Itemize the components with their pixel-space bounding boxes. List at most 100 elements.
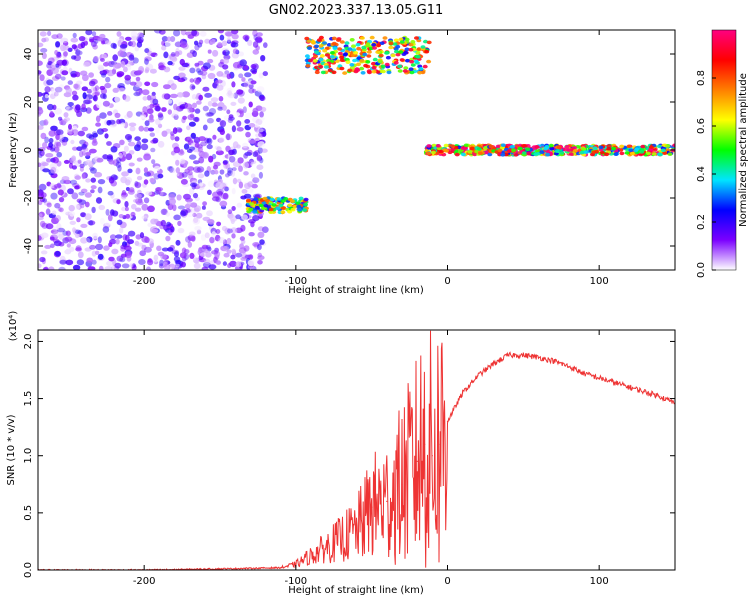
heatmap-cell — [39, 74, 45, 82]
heatmap-cell — [268, 210, 274, 214]
heatmap-cell — [106, 141, 112, 146]
heatmap-cell — [60, 44, 67, 52]
heatmap-cell — [258, 131, 265, 138]
heatmap-cell — [79, 163, 85, 169]
heatmap-cell — [46, 116, 51, 122]
heatmap-cell — [98, 66, 105, 71]
heatmap-cell — [45, 208, 51, 215]
heatmap-cell — [193, 166, 201, 173]
heatmap-cell — [53, 91, 59, 97]
heatmap-cell — [48, 137, 54, 144]
heatmap-cell — [165, 128, 172, 134]
heatmap-cell — [172, 204, 177, 212]
snr-point — [295, 563, 297, 565]
heatmap-cell — [252, 49, 260, 55]
heatmap-cell — [38, 42, 44, 48]
heatmap-cell — [521, 144, 527, 148]
heatmap-cell — [226, 237, 232, 245]
heatmap-cell — [202, 105, 209, 112]
snr-point — [659, 395, 661, 397]
heatmap-cell — [257, 147, 263, 154]
heatmap-cell — [509, 144, 515, 149]
heatmap-cell — [408, 47, 414, 52]
heatmap-cell — [85, 30, 93, 36]
heatmap-cell — [331, 36, 337, 41]
heatmap-cell — [175, 167, 180, 174]
heatmap-cell — [56, 223, 62, 230]
heatmap-cell — [82, 71, 87, 78]
heatmap-cell — [153, 173, 160, 180]
heatmap-cell — [228, 149, 235, 156]
heatmap-cell — [137, 32, 144, 38]
heatmap-cell — [154, 53, 163, 60]
heatmap-cell — [261, 148, 268, 153]
heatmap-cell — [70, 157, 76, 164]
heatmap-cell — [256, 32, 263, 37]
heatmap-cell — [210, 169, 216, 175]
colorbar-ticks: 0.0 0.2 0.4 0.6 0.8 — [696, 70, 716, 278]
heatmap-cell — [246, 187, 254, 194]
heatmap-cell — [160, 219, 166, 227]
heatmap-cell — [123, 66, 128, 73]
heatmap-cell — [65, 259, 74, 266]
heatmap-cell — [118, 87, 126, 92]
heatmap-cell — [248, 83, 254, 89]
heatmap-cell — [80, 223, 88, 228]
heatmap-cell — [89, 148, 97, 154]
heatmap-cell — [248, 139, 257, 144]
heatmap-cell — [314, 50, 319, 54]
heatmap-cell — [414, 36, 419, 40]
heatmap-cell — [161, 93, 169, 100]
heatmap-cell — [236, 120, 242, 127]
snr-point — [583, 372, 585, 374]
heatmap-cell — [217, 30, 224, 34]
heatmap-cell — [92, 232, 98, 240]
heatmap-cell — [243, 153, 249, 159]
heatmap-cell — [380, 69, 386, 74]
heatmap-cell — [366, 54, 372, 58]
heatmap-cell — [362, 52, 368, 57]
heatmap-cell — [133, 92, 141, 97]
heatmap-cell — [384, 62, 390, 67]
heatmap-cell — [366, 50, 372, 54]
heatmap-cell — [131, 203, 137, 210]
heatmap-cell — [231, 81, 236, 88]
heatmap-cell — [99, 217, 105, 225]
heatmap-cell — [85, 237, 91, 244]
heatmap-cell — [102, 154, 109, 160]
heatmap-cell — [61, 139, 68, 146]
heatmap-cell — [656, 144, 662, 149]
heatmap-cell — [136, 242, 144, 247]
heatmap-cell — [172, 127, 178, 134]
snr-point — [613, 382, 615, 384]
heatmap-cell — [45, 153, 54, 158]
heatmap-cell — [60, 37, 69, 44]
heatmap-cell — [77, 251, 84, 259]
heatmap-cell — [187, 208, 193, 214]
heatmap-cell — [94, 171, 103, 178]
heatmap-cell — [454, 152, 460, 157]
heatmap-cell — [172, 109, 179, 117]
heatmap-cell — [283, 197, 289, 201]
heatmap-cell — [303, 202, 308, 207]
heatmap-cell — [140, 111, 146, 116]
heatmap-cell — [535, 149, 540, 153]
spectrogram-xlabel: Height of straight line (km) — [288, 285, 424, 296]
heatmap-cell — [142, 96, 148, 101]
heatmap-cell — [92, 91, 100, 97]
heatmap-cell — [107, 190, 114, 196]
heatmap-cell — [339, 40, 345, 44]
heatmap-cell — [97, 37, 104, 42]
heatmap-cell — [240, 82, 249, 87]
heatmap-cell — [69, 179, 78, 185]
y-tick-label: 0.5 — [23, 505, 34, 521]
heatmap-cell — [128, 54, 135, 61]
heatmap-cell — [483, 150, 489, 155]
heatmap-cell — [410, 40, 416, 44]
heatmap-cell — [229, 215, 238, 222]
heatmap-cell — [96, 157, 104, 163]
heatmap-cell — [226, 73, 232, 80]
heatmap-cell — [185, 236, 191, 243]
heatmap-cell — [86, 257, 93, 263]
heatmap-cell — [227, 170, 233, 176]
